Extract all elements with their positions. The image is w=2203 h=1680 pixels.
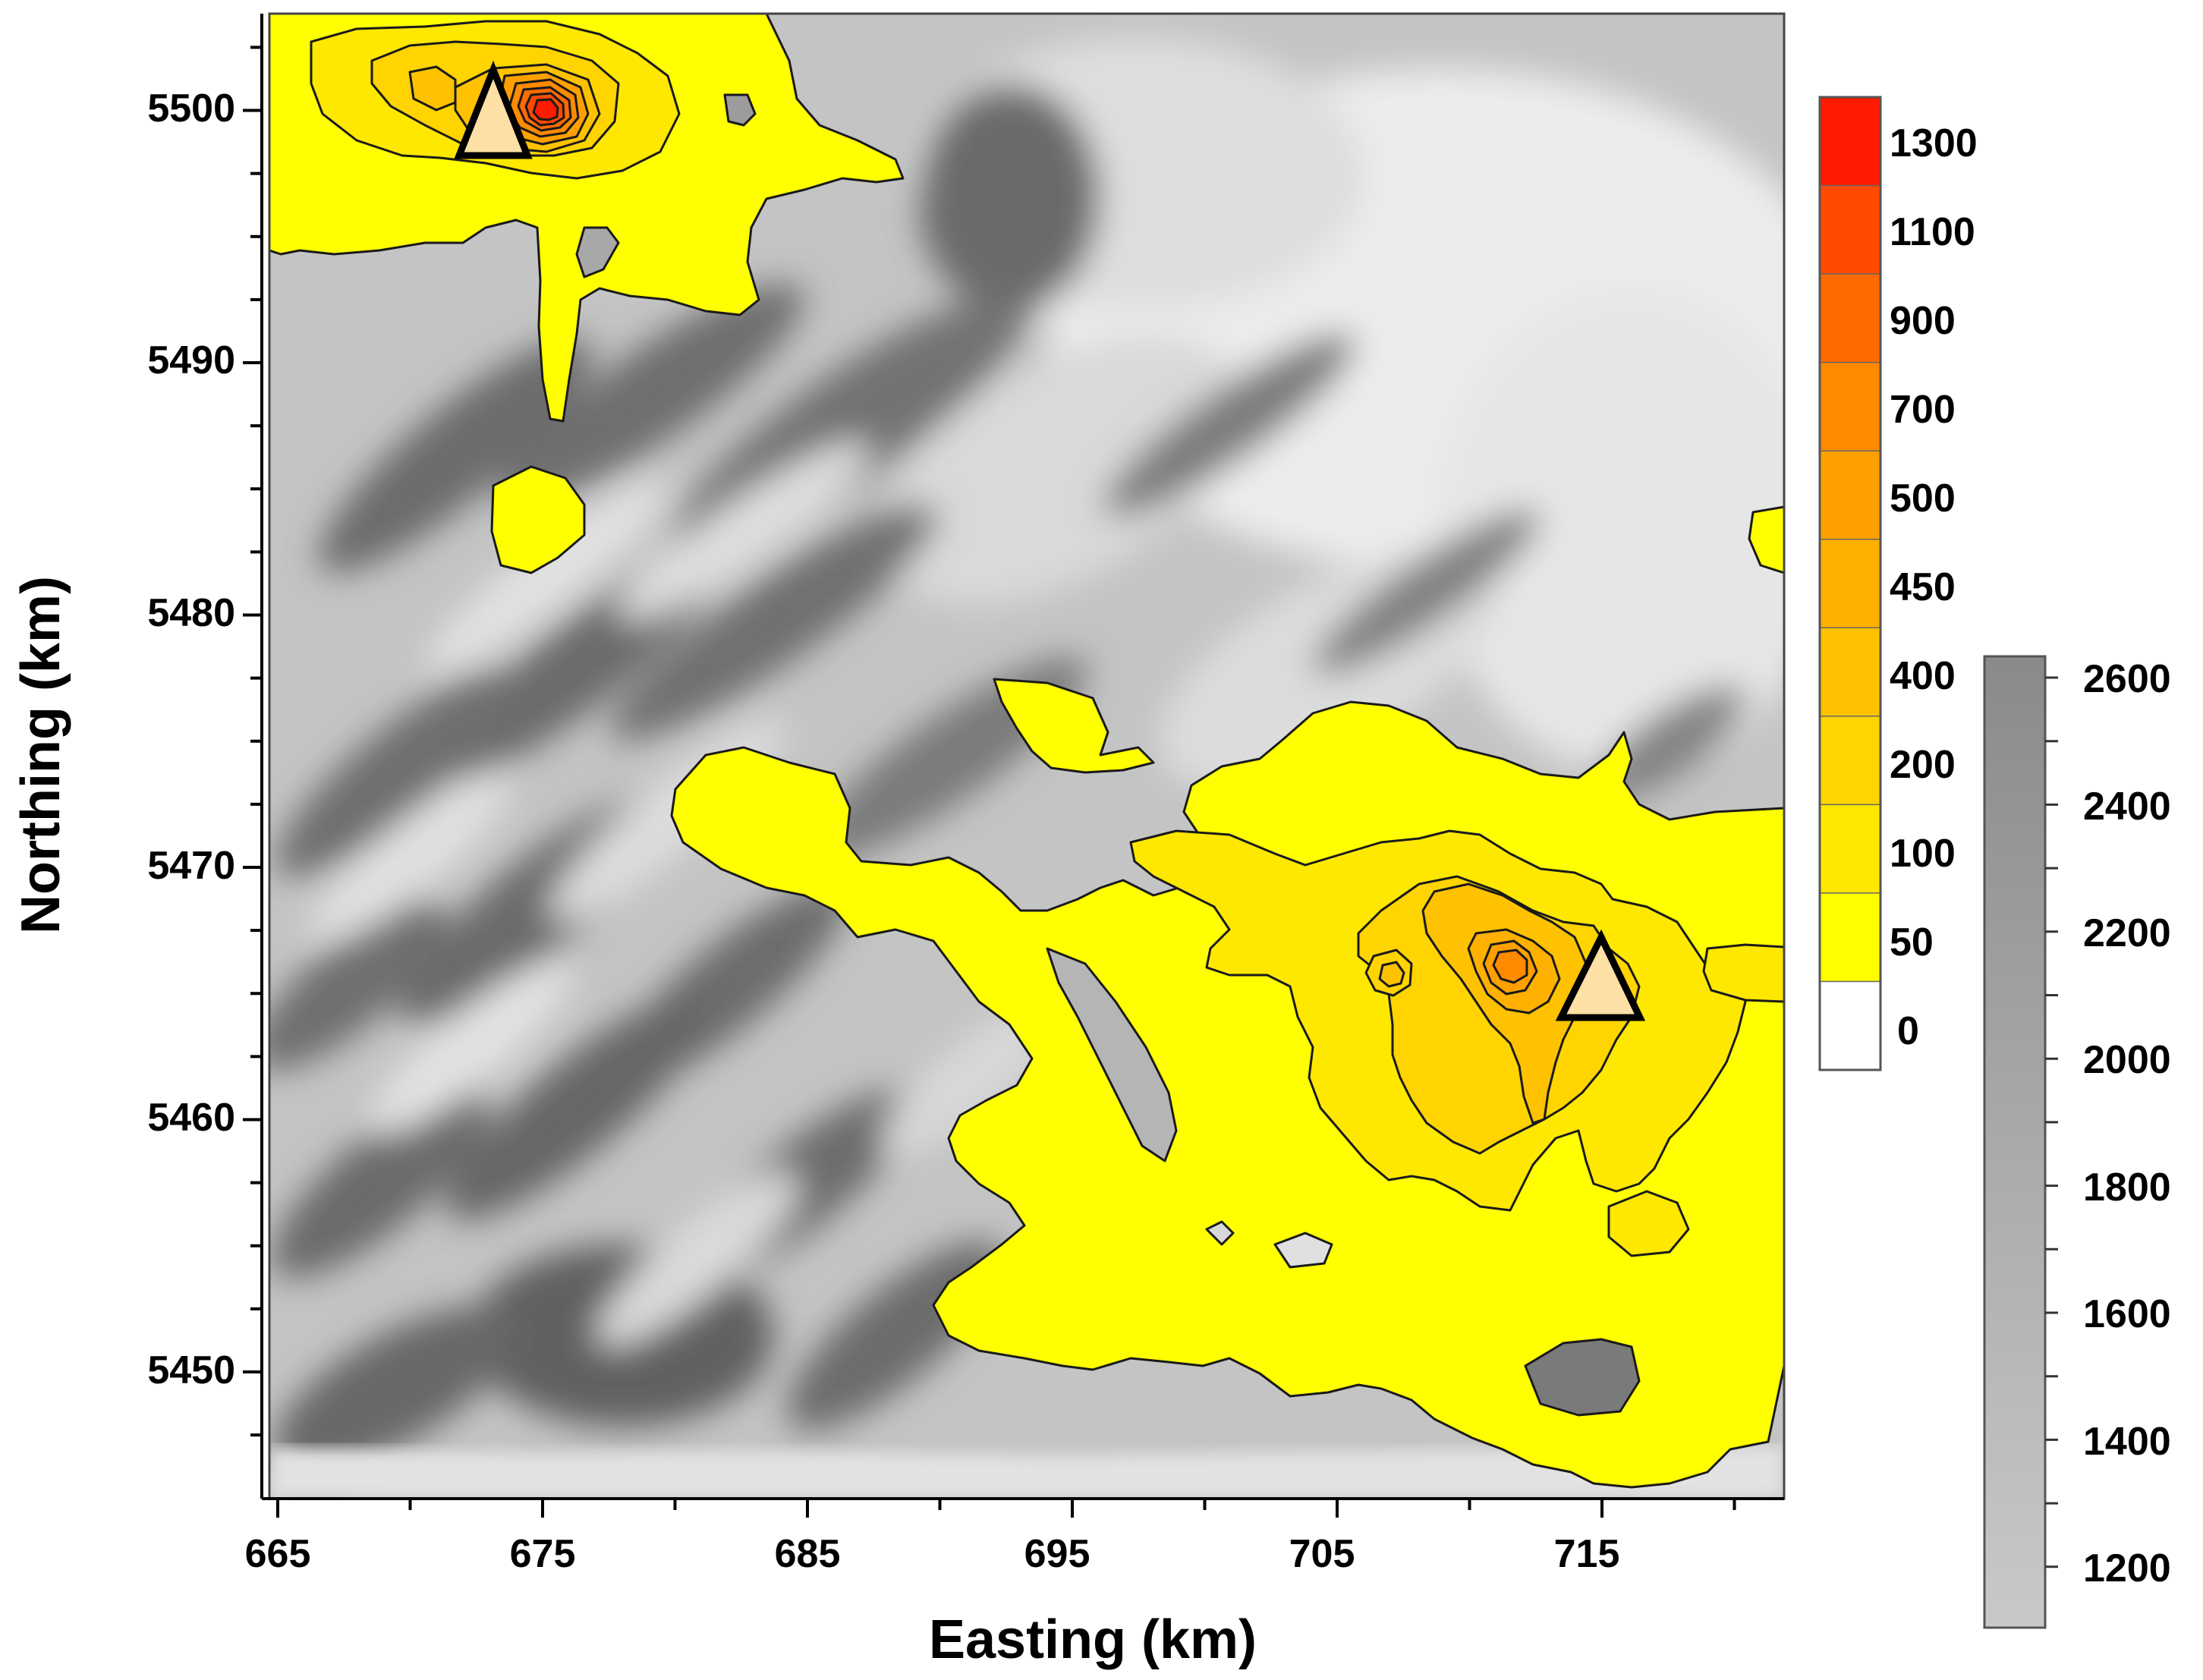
elevation-colorbar-label: 1800 — [2083, 1166, 2171, 1210]
contour-southeast-hole-3 — [1273, 1232, 1333, 1269]
contour-southeast-100-east — [1702, 943, 1784, 1003]
contour-colorbar-swatch — [1819, 273, 1881, 363]
elevation-colorbar-label: 1400 — [2083, 1420, 2171, 1464]
x-tick-label: 675 — [510, 1532, 576, 1576]
contour-colorbar-label: 450 — [1890, 565, 1956, 609]
contour-colorbar-swatch — [1819, 627, 1881, 718]
contour-southeast-hole-2 — [1205, 1220, 1235, 1246]
contour-colorbar-label: 400 — [1890, 654, 1956, 698]
contour-colorbar-swatch — [1819, 184, 1881, 275]
y-tick-label: 5460 — [147, 1096, 235, 1140]
contour-colorbar-swatch — [1819, 804, 1881, 895]
x-tick-label: 715 — [1554, 1532, 1620, 1576]
contour-north-50-hole-2 — [723, 93, 757, 127]
x-tick-label: 665 — [245, 1532, 311, 1576]
contour-colorbar-swatch — [1819, 980, 1881, 1071]
elevation-colorbar-label: 2400 — [2083, 785, 2171, 829]
elevation-colorbar-label: 1200 — [2083, 1546, 2171, 1590]
elevation-colorbar-label: 2600 — [2083, 657, 2171, 701]
contour-colorbar-swatches — [1819, 96, 1881, 1071]
contour-southeast-hole-4 — [1524, 1338, 1641, 1417]
contour-colorbar-labels: 1300 1100 900 700 500 450 400 200 100 50… — [1890, 121, 1978, 1053]
contour-colorbar-label: 1100 — [1890, 210, 1975, 254]
contour-colorbar-label: 700 — [1890, 388, 1956, 432]
contour-colorbar-swatch — [1819, 538, 1881, 629]
y-axis-title: Northing (km) — [11, 576, 71, 934]
contour-colorbar-label: 1300 — [1890, 121, 1978, 165]
contour-southeast-local-peak-inner — [1378, 961, 1405, 988]
x-axis-ticks — [276, 1499, 1736, 1518]
y-tick-label: 5480 — [147, 591, 235, 635]
contour-colorbar-label: 500 — [1890, 477, 1956, 521]
x-tick-labels: 665 675 685 695 705 715 — [245, 1532, 1620, 1576]
contour-colorbar-swatch — [1819, 450, 1881, 540]
elevation-colorbar-labels: 2600 2400 2200 2000 1800 1600 1400 1200 — [2083, 657, 2171, 1590]
contour-colorbar-swatch — [1819, 892, 1881, 983]
contour-north-50-hole-1 — [575, 226, 620, 278]
contour-colorbar-label: 200 — [1890, 743, 1956, 787]
y-tick-label: 5490 — [147, 338, 235, 382]
contour-southeast-hole-1 — [1046, 947, 1178, 1162]
contour-colorbar-swatch — [1819, 361, 1881, 452]
axes — [260, 14, 1784, 1500]
elevation-colorbar-gradient — [1983, 655, 2047, 1629]
plot-area — [269, 14, 1784, 1499]
contour-colorbar-label: 0 — [1897, 1009, 1919, 1053]
contour-north-1300 — [532, 98, 559, 121]
triangle-marker-southeast — [1555, 929, 1646, 1021]
source-markers — [454, 60, 1646, 1021]
x-tick-label: 705 — [1289, 1532, 1355, 1576]
elevation-colorbar-label: 2200 — [2083, 911, 2171, 955]
contour-colorbar: 1300 1100 900 700 500 450 400 200 100 50… — [1818, 96, 1978, 1071]
contour-colorbar-label: 100 — [1890, 832, 1956, 876]
contours-southeast — [670, 505, 1784, 1489]
triangle-marker-north — [454, 60, 533, 159]
elevation-colorbar-label: 2000 — [2083, 1038, 2171, 1082]
elevation-colorbar: 2600 2400 2200 2000 1800 1600 1400 1200 — [1983, 655, 2171, 1629]
x-axis-title: Easting (km) — [929, 1609, 1257, 1670]
x-tick-label: 695 — [1024, 1532, 1090, 1576]
x-tick-label: 685 — [775, 1532, 841, 1576]
terrain-bottom-strip — [269, 1446, 1784, 1499]
y-tick-label: 5450 — [147, 1348, 235, 1392]
y-axis-ticks — [243, 46, 262, 1437]
contour-colorbar-swatch — [1819, 96, 1881, 187]
contour-north-isolated — [490, 465, 586, 574]
contour-colorbar-label: 50 — [1890, 920, 1934, 964]
contour-colorbar-swatch — [1819, 716, 1881, 806]
y-tick-label: 5470 — [147, 844, 235, 888]
y-tick-labels: 5500 5490 5480 5470 5460 5450 — [147, 87, 235, 1392]
contour-southeast-east-blob — [1607, 1190, 1690, 1257]
y-tick-label: 5500 — [147, 87, 235, 131]
elevation-colorbar-ticks — [2045, 676, 2058, 1568]
elevation-colorbar-label: 1600 — [2083, 1292, 2171, 1336]
contour-southeast-isolated — [1748, 505, 1784, 574]
contour-southeast-700 — [1492, 949, 1528, 984]
contour-colorbar-label: 900 — [1890, 299, 1956, 343]
contour-colorbar-frame — [1818, 96, 1882, 1071]
terrain-relief — [269, 38, 1784, 1471]
